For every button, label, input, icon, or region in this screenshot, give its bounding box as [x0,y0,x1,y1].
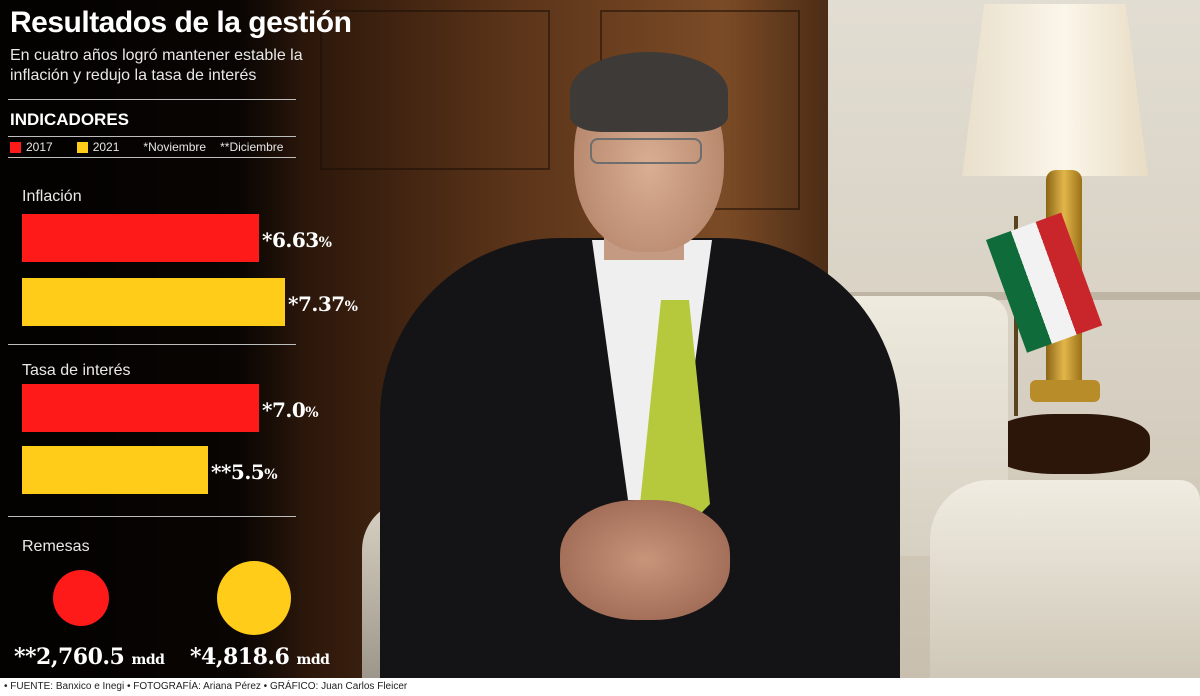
lamp-foot [1030,380,1100,402]
bar-inflation-2017 [22,214,259,262]
side-table [990,414,1150,474]
chart-subtitle: En cuatro años logró mantener estable la… [10,47,303,84]
wood-panel-frame [320,10,550,170]
value-interest-2017: *7.0% [262,398,319,422]
value-remittances-2017: **2,760.5 mdd [14,644,165,670]
legend-swatch-2021 [76,141,88,153]
legend-item-2017: 2017 [10,140,53,154]
chart-title: Resultados de la gestión [10,6,352,39]
indicators-title: INDICADORES [10,110,130,129]
inflation-label: Inflación [22,188,82,205]
interest-rate-label: Tasa de interés [22,362,131,379]
sofa-arm-right [930,480,1200,678]
legend: 2017 2021 *Noviembre **Diciembre [10,140,297,154]
legend-note-november: *Noviembre [143,140,207,154]
divider [8,157,296,158]
credits-footer: • FUENTE: Banxico e Inegi • FOTOGRAFÍA: … [0,678,1200,696]
circle-remittances-2021 [217,561,291,635]
divider [8,136,296,137]
bar-interest-2021 [22,446,208,494]
value-remittances-2021: *4,818.6 mdd [190,644,330,670]
value-inflation-2017: *6.63% [262,228,332,252]
bar-interest-2017 [22,384,259,432]
value-inflation-2021: *7.37% [288,292,358,316]
value-interest-2021: **5.5% [211,460,278,484]
background-photo [0,0,1200,678]
legend-label-2017: 2017 [26,140,53,154]
man-glasses [590,138,702,164]
remittances-label: Remesas [22,538,90,555]
divider [8,344,296,345]
legend-item-2021: 2021 [76,140,120,154]
divider [8,516,296,517]
bar-inflation-2021 [22,278,285,326]
legend-note-december: **Diciembre [220,140,284,154]
divider [8,99,296,100]
legend-swatch-2017 [10,141,21,153]
circle-remittances-2017 [53,570,109,626]
legend-label-2021: 2021 [92,140,120,154]
man-hands [560,500,730,620]
lampshade [962,4,1148,176]
man-hair [570,52,728,132]
